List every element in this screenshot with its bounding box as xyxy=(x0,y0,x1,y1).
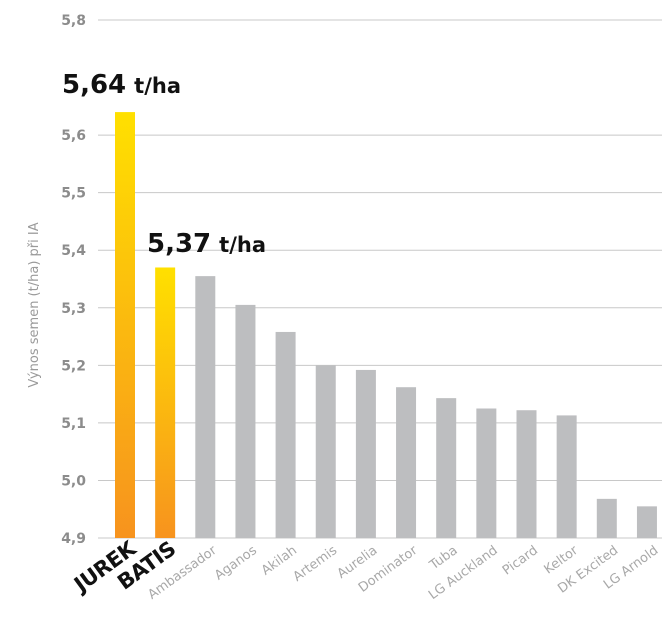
bar-tuba xyxy=(436,398,457,538)
grid-lines xyxy=(98,19,662,539)
y-tick-label: 4,9 xyxy=(61,531,86,547)
category-label: Artemis xyxy=(291,543,341,585)
bar-aganos xyxy=(235,304,256,538)
bar-aurelia xyxy=(355,369,376,538)
category-label: Aganos xyxy=(212,543,260,584)
bar-lg-auckland xyxy=(476,408,497,538)
y-tick-label: 5,8 xyxy=(61,13,86,29)
y-tick-label: 5,0 xyxy=(61,473,86,489)
annotation-batis: 5,37 t/ha xyxy=(147,229,266,259)
y-tick-label: 5,3 xyxy=(61,301,86,317)
y-tick-label: 5,4 xyxy=(61,243,86,259)
bar-lg-arnold xyxy=(636,506,657,538)
bar-ambassador xyxy=(195,276,216,538)
bar-dk-excited xyxy=(596,498,617,538)
y-axis-ticks: 4,9 5,0 5,1 5,2 5,3 5,4 5,5 5,6 5,8 xyxy=(61,13,86,547)
bar-akilah xyxy=(275,331,296,538)
y-axis-label: Výnos semen (t/ha) při IA xyxy=(27,222,42,387)
category-label: Picard xyxy=(500,543,541,578)
category-label: LG Auckland xyxy=(426,543,501,603)
bar-keltor xyxy=(556,415,577,538)
y-tick-label: 5,1 xyxy=(61,416,86,432)
bars xyxy=(115,112,657,538)
bar-picard xyxy=(516,410,537,538)
bar-dominator xyxy=(396,387,417,538)
bar-batis xyxy=(155,267,176,538)
y-tick-label: 5,6 xyxy=(61,128,86,144)
bar-jurek xyxy=(115,112,135,538)
y-tick-label: 5,2 xyxy=(61,358,86,374)
annotation-jurek: 5,64 t/ha xyxy=(62,70,181,100)
bar-artemis xyxy=(315,365,336,538)
y-tick-label: 5,5 xyxy=(61,186,86,202)
annotations: 5,64 t/ha 5,37 t/ha xyxy=(62,70,266,259)
